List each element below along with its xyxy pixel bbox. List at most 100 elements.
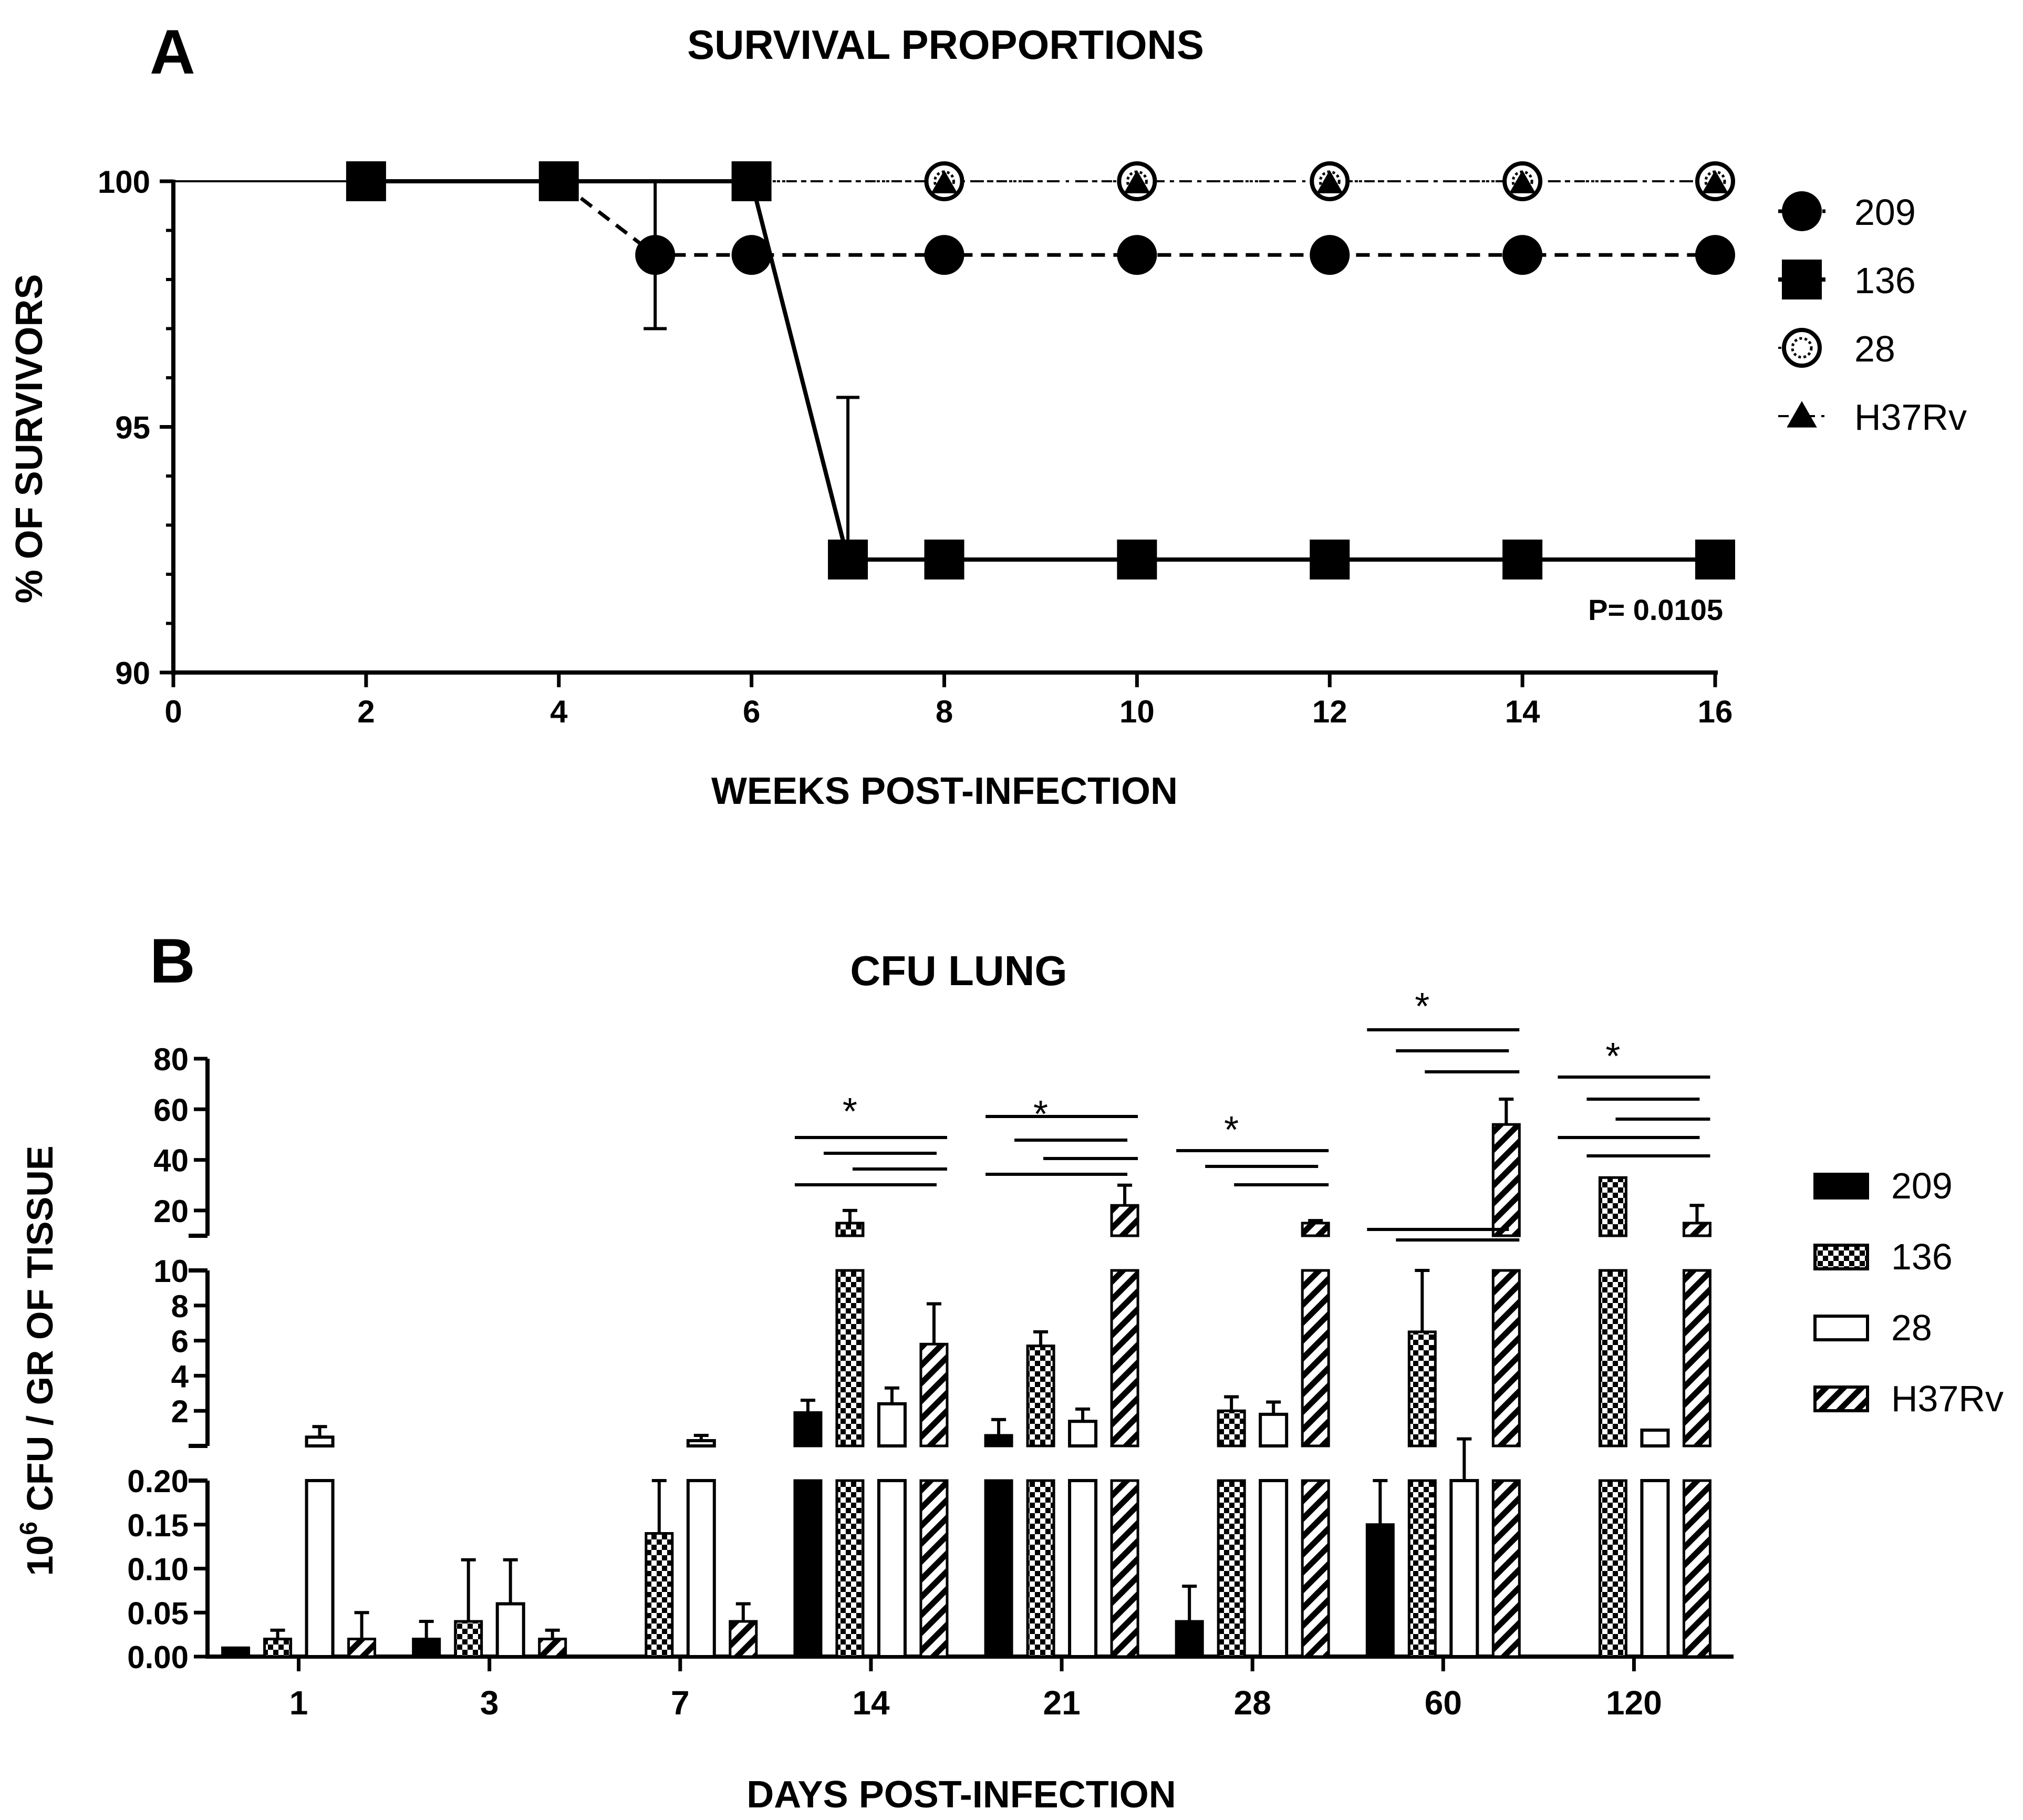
legend-swatch-136	[1813, 1244, 1869, 1270]
bar-28-7	[686, 1479, 716, 1658]
point-H37Rv	[1316, 170, 1343, 193]
y-tick-label: 4	[171, 1359, 189, 1394]
bar-28-7	[686, 1439, 716, 1447]
bar-136-14	[835, 1479, 865, 1658]
bar-H37Rv-60	[1491, 1269, 1521, 1447]
panel-b-x-axis-label: DAYS POST-INFECTION	[746, 1774, 1176, 1816]
panel-b-y-axis-label: 106 CFU / GR OF TISSUE	[15, 1145, 60, 1576]
significance-star: *	[1224, 1109, 1239, 1151]
y-tick-label: 0.05	[127, 1596, 189, 1631]
bar-136-1	[263, 1638, 293, 1658]
x-tick-label: 16	[1698, 694, 1733, 729]
x-tick-label: 4	[550, 694, 568, 729]
bar-H37Rv-28	[1301, 1269, 1330, 1447]
panel-b-significance: * * * * *	[794, 986, 1710, 1242]
bar-H37Rv-28	[1301, 1479, 1330, 1658]
bar-209-60	[1365, 1523, 1395, 1658]
bar-H37Rv-3	[538, 1638, 567, 1658]
bar-136-60	[1407, 1479, 1437, 1658]
significance-star: *	[1605, 1036, 1620, 1078]
bar-28-28	[1259, 1479, 1289, 1658]
y-label-base: 10	[19, 1535, 60, 1576]
x-tick-label: 6	[743, 694, 760, 729]
x-tick-label: 12	[1312, 694, 1347, 729]
bar-209-21	[984, 1434, 1013, 1447]
bar-H37Rv-21	[1110, 1269, 1139, 1447]
point-209	[1695, 235, 1735, 275]
bar-H37Rv-60	[1491, 1479, 1521, 1658]
panel-a-legend: 209 136 28 H37Rv	[1778, 191, 1967, 438]
bar-28-3	[495, 1602, 525, 1658]
bar-28-60	[1449, 1479, 1479, 1658]
point-H37Rv	[1124, 170, 1150, 193]
point-136	[1502, 539, 1543, 580]
bar-28-28	[1259, 1412, 1289, 1447]
point-209	[924, 235, 964, 275]
panel-a-plot-area	[173, 161, 1735, 580]
y-tick-label: 0.20	[127, 1464, 189, 1499]
point-H37Rv	[1509, 170, 1536, 193]
x-tick-label: 28	[1234, 1684, 1271, 1722]
x-tick-label: 0	[164, 694, 182, 729]
bar-28-120	[1640, 1479, 1670, 1658]
x-tick-label: 8	[936, 694, 953, 729]
bar-136-14	[835, 1222, 865, 1237]
bar-136-28	[1217, 1409, 1246, 1447]
panel-b-plot-area	[221, 1098, 1711, 1658]
point-209	[635, 235, 676, 275]
panel-a-axes: 90 95 100 0 2 4 6 8 10 12 14 16	[98, 164, 1732, 729]
y-tick-label: 20	[153, 1194, 189, 1229]
bar-136-7	[645, 1532, 674, 1658]
point-136	[346, 161, 386, 201]
bar-136-60	[1407, 1330, 1437, 1447]
bar-H37Rv-14	[919, 1342, 949, 1447]
bar-28-14	[877, 1479, 907, 1658]
x-tick-label: 60	[1425, 1684, 1462, 1722]
bar-28-21	[1068, 1420, 1098, 1447]
bar-209-28	[1175, 1620, 1204, 1658]
bar-136-3	[454, 1620, 483, 1658]
y-tick-label: 10	[153, 1254, 189, 1289]
bar-136-120	[1598, 1176, 1627, 1237]
bar-H37Rv-60	[1491, 1123, 1521, 1237]
legend-swatch-209	[1813, 1173, 1869, 1199]
point-209	[731, 235, 772, 275]
legend-label-H37Rv: H37Rv	[1854, 397, 1967, 438]
bar-136-28	[1217, 1479, 1246, 1658]
bar-H37Rv-120	[1682, 1479, 1711, 1658]
bar-209-14	[793, 1411, 823, 1447]
point-136	[538, 161, 579, 201]
point-136	[1695, 539, 1735, 580]
bar-H37Rv-14	[919, 1479, 949, 1658]
bar-28-120	[1640, 1428, 1670, 1447]
point-H37Rv	[1702, 170, 1729, 193]
panel-b-title: CFU LUNG	[850, 947, 1067, 994]
panel-a-p-value: P= 0.0105	[1588, 593, 1723, 626]
x-tick-label: 3	[480, 1684, 499, 1722]
y-tick-label: 80	[153, 1042, 189, 1077]
y-tick-label: 0.00	[127, 1640, 189, 1675]
bar-136-120	[1598, 1479, 1627, 1658]
bar-H37Rv-28	[1301, 1222, 1330, 1237]
bar-136-21	[1026, 1345, 1055, 1447]
y-tick-label: 6	[171, 1324, 189, 1359]
bar-209-3	[412, 1638, 441, 1658]
legend-marker-28	[1782, 328, 1822, 368]
panel-b: B CFU LUNG DAYS POST-INFECTION 106 CFU /…	[15, 926, 2004, 1816]
bar-28-14	[877, 1402, 907, 1448]
legend-label-H37Rv: H37Rv	[1891, 1378, 2004, 1419]
bar-136-120	[1598, 1269, 1627, 1447]
point-136	[731, 161, 772, 201]
y-tick-label: 2	[171, 1394, 189, 1429]
legend-marker-209	[1782, 191, 1822, 231]
panel-a-title: SURVIVAL PROPORTIONS	[687, 22, 1204, 68]
point-136	[1310, 539, 1350, 580]
bar-H37Rv-21	[1110, 1204, 1139, 1237]
y-tick-label: 0.15	[127, 1508, 189, 1543]
y-tick-label: 0.10	[127, 1552, 189, 1587]
x-tick-label: 1	[289, 1684, 308, 1722]
bar-136-21	[1026, 1479, 1055, 1658]
legend-swatch-H37Rv	[1813, 1385, 1869, 1412]
legend-label-136: 136	[1854, 260, 1916, 301]
